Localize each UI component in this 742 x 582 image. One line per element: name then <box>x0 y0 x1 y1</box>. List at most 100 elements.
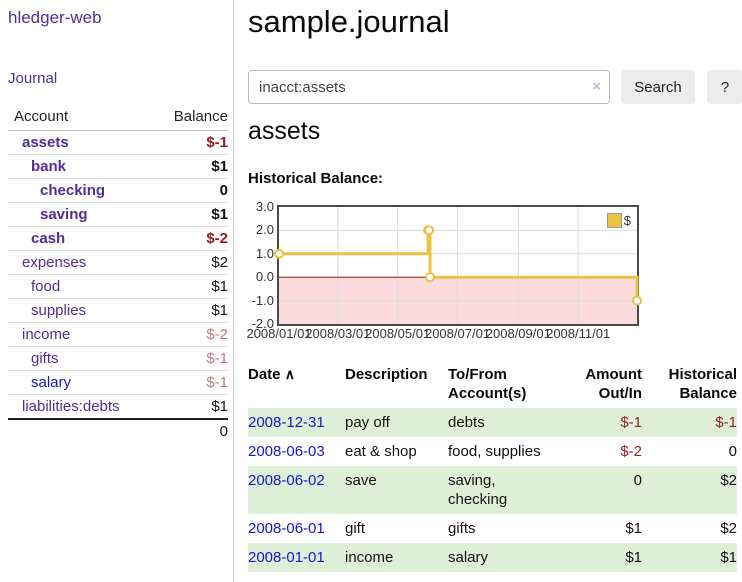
help-button[interactable]: ? <box>707 70 742 104</box>
account-link[interactable]: gifts <box>31 350 59 367</box>
account-link[interactable]: expenses <box>22 254 87 271</box>
chart-y-tick-label: 0.0 <box>255 269 274 285</box>
page-title: sample.journal <box>248 4 450 39</box>
register-balance-cell: $2 <box>720 520 737 537</box>
register-accounts-cell: food, supplies <box>448 443 541 460</box>
register-amount-cell: $1 <box>625 549 642 566</box>
register-description-cell: pay off <box>345 414 390 431</box>
register-date-link[interactable]: 2008-06-03 <box>248 443 325 460</box>
legend-swatch <box>606 213 622 228</box>
account-name-cell: bank <box>8 155 156 179</box>
register-col-amount: Amount Out/In <box>585 366 642 402</box>
chart-x-tick-label: 2008/07/01 <box>424 326 491 341</box>
register-row: 2008-06-02 save saving, checking 0 $2 <box>248 466 737 514</box>
search-form: × Search ? <box>248 70 742 104</box>
register-accounts-cell: debts <box>448 414 485 431</box>
register-col-date-label: Date <box>248 366 281 383</box>
register-description-cell: gift <box>345 520 366 537</box>
accounts-table: Account Balance assets $-1 bank $1 checking 0… <box>8 104 228 443</box>
chart-x-tick-label: 2008/01/01 <box>246 326 312 341</box>
register-col-accounts: To/From Account(s) <box>448 366 527 402</box>
account-name-cell: supplies <box>8 299 156 323</box>
app-title-link[interactable]: hledger-web <box>8 8 102 27</box>
account-row: expenses $2 <box>8 251 228 275</box>
account-balance: $1 <box>211 398 228 415</box>
register-balance-cell: $2 <box>720 472 737 489</box>
search-input[interactable] <box>248 70 610 104</box>
account-name-cell: expenses <box>8 251 156 275</box>
register-accounts-cell: saving, checking <box>448 472 508 508</box>
account-link[interactable]: salary <box>31 374 72 391</box>
chart-x-tick-label: 2008/11/01 <box>546 326 611 341</box>
register-row: 2008-06-01 gift gifts $1 $2 <box>248 514 737 543</box>
register-date-link[interactable]: 2008-01-01 <box>248 549 325 566</box>
account-link[interactable]: liabilities:debts <box>22 398 120 415</box>
account-row: food $1 <box>8 275 228 299</box>
register-date-cell: 2008-12-31 <box>248 408 345 437</box>
account-balance: $1 <box>211 278 228 295</box>
search-input-wrap: × <box>248 70 610 104</box>
account-balance: $2 <box>211 254 228 271</box>
register-balance-cell: $1 <box>720 549 737 566</box>
accounts-col-balance: Balance <box>173 108 228 125</box>
register-description-cell: income <box>345 549 394 566</box>
account-link[interactable]: income <box>22 326 71 343</box>
account-row: saving $1 <box>8 203 228 227</box>
account-row: cash $-2 <box>8 227 228 251</box>
chart-plot-area[interactable]: $ <box>274 205 642 326</box>
accounts-total-value: 0 <box>219 423 228 440</box>
register-col-date[interactable]: Date ∧ <box>248 360 345 408</box>
register-col-balance: Historical Balance <box>668 366 737 402</box>
register-date-cell: 2008-06-01 <box>248 514 345 543</box>
register-accounts-cell: salary <box>448 549 489 566</box>
register-amount-cell: 0 <box>633 472 642 489</box>
account-row: income $-2 <box>8 323 228 347</box>
account-link[interactable]: assets <box>22 134 69 151</box>
sidebar-item-journal[interactable]: Journal <box>8 70 58 87</box>
register-description-cell: eat & shop <box>345 443 417 460</box>
chart-y-tick-label: -1.0 <box>251 292 274 308</box>
account-name-cell: food <box>8 275 156 299</box>
account-name-cell: gifts <box>8 347 156 371</box>
account-row: bank $1 <box>8 155 228 179</box>
accounts-col-account: Account <box>14 108 69 125</box>
account-balance: $-2 <box>206 230 228 247</box>
account-balance: $1 <box>211 158 228 175</box>
account-row: gifts $-1 <box>8 347 228 371</box>
chart-y-tick-label: 2.0 <box>255 222 274 238</box>
account-link[interactable]: food <box>31 278 61 295</box>
account-link[interactable]: cash <box>31 230 66 247</box>
account-link[interactable]: saving <box>40 206 88 223</box>
register-date-link[interactable]: 2008-06-02 <box>248 472 325 489</box>
account-name-cell: assets <box>8 131 156 155</box>
account-link[interactable]: bank <box>31 158 67 175</box>
register-row: 2008-12-31 pay off debts $-1 $-1 <box>248 408 737 437</box>
accounts-total-row: 0 <box>8 419 228 443</box>
account-balance: $-1 <box>206 374 228 391</box>
register-accounts-cell: gifts <box>448 520 476 537</box>
register-date-link[interactable]: 2008-12-31 <box>248 414 325 431</box>
account-row: assets $-1 <box>8 131 228 155</box>
accounts-total-spacer <box>8 419 156 443</box>
clear-search-icon[interactable]: × <box>592 78 601 95</box>
account-name-cell: saving <box>8 203 156 227</box>
account-balance: $-1 <box>206 350 228 367</box>
register-row: 2008-01-01 income salary $1 $1 <box>248 543 737 572</box>
account-balance: $1 <box>211 206 228 223</box>
chart-x-tick-label: 2008/09/01 <box>485 326 551 341</box>
register-balance-cell: 0 <box>728 443 737 460</box>
account-link[interactable]: supplies <box>31 302 87 319</box>
chart-legend: $ <box>606 213 631 228</box>
account-row: liabilities:debts $1 <box>8 395 228 420</box>
sort-ascending-icon: ∧ <box>284 366 295 382</box>
register-table: Date ∧ Description To/From Account(s) Am… <box>248 360 737 572</box>
account-name-cell: income <box>8 323 156 347</box>
register-description-cell: save <box>345 472 377 489</box>
chart-x-tick-label: 2008/03/01 <box>305 326 371 341</box>
register-balance-cell: $-1 <box>715 414 737 431</box>
search-button[interactable]: Search <box>621 70 695 104</box>
main-content: sample.journal × Search ? assets Histori… <box>246 0 742 582</box>
account-link[interactable]: checking <box>40 182 106 199</box>
register-date-link[interactable]: 2008-06-01 <box>248 520 325 537</box>
account-name-cell: cash <box>8 227 156 251</box>
